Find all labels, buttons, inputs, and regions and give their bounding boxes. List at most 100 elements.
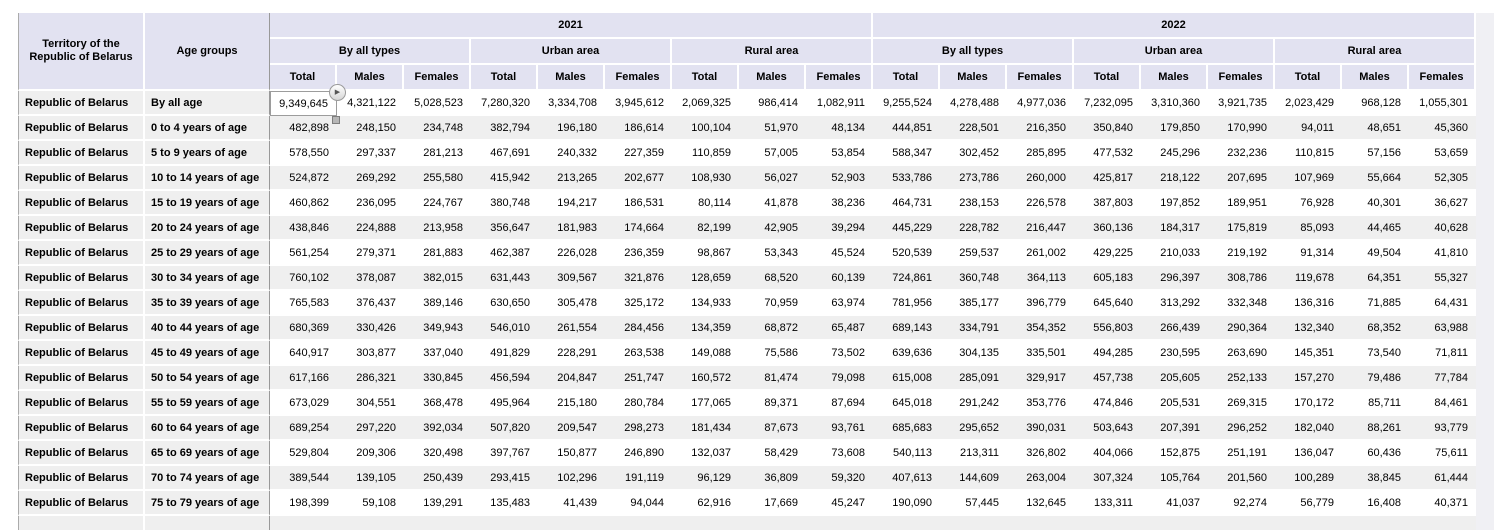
data-cell[interactable]: 186,614: [605, 116, 672, 141]
data-cell[interactable]: 76,928: [1275, 191, 1342, 216]
data-cell[interactable]: 98,867: [672, 241, 739, 266]
data-cell[interactable]: 190,090: [873, 491, 940, 516]
data-cell[interactable]: 136,047: [1275, 441, 1342, 466]
data-cell[interactable]: 110,815: [1275, 141, 1342, 166]
data-cell[interactable]: 689,143: [873, 316, 940, 341]
data-cell[interactable]: 63,974: [806, 291, 873, 316]
data-cell[interactable]: 132,037: [672, 441, 739, 466]
data-cell[interactable]: [1208, 516, 1275, 530]
data-cell[interactable]: 65,487: [806, 316, 873, 341]
selection-fill-handle[interactable]: [332, 116, 340, 124]
data-cell[interactable]: 88,261: [1342, 416, 1409, 441]
data-cell[interactable]: 285,091: [940, 366, 1007, 391]
data-cell[interactable]: 760,102: [270, 266, 337, 291]
data-cell[interactable]: 588,347: [873, 141, 940, 166]
data-cell[interactable]: 337,040: [404, 341, 471, 366]
data-cell[interactable]: 48,651: [1342, 116, 1409, 141]
data-cell[interactable]: 149,088: [672, 341, 739, 366]
data-cell[interactable]: 56,779: [1275, 491, 1342, 516]
data-cell[interactable]: 578,550: [270, 141, 337, 166]
data-cell[interactable]: 215,180: [538, 391, 605, 416]
data-cell[interactable]: 62,916: [672, 491, 739, 516]
data-cell[interactable]: 474,846: [1074, 391, 1141, 416]
data-cell[interactable]: 53,659: [1409, 141, 1476, 166]
data-cell[interactable]: 968,128: [1342, 91, 1409, 116]
data-cell[interactable]: 617,166: [270, 366, 337, 391]
data-cell[interactable]: 533,786: [873, 166, 940, 191]
data-cell[interactable]: 302,452: [940, 141, 1007, 166]
data-cell[interactable]: 61,444: [1409, 466, 1476, 491]
data-cell[interactable]: 5,028,523: [404, 91, 471, 116]
data-cell[interactable]: 175,819: [1208, 216, 1275, 241]
data-cell[interactable]: 507,820: [471, 416, 538, 441]
data-cell[interactable]: 1,055,301: [1409, 91, 1476, 116]
data-cell[interactable]: 255,580: [404, 166, 471, 191]
data-cell[interactable]: 216,350: [1007, 116, 1074, 141]
data-cell[interactable]: 293,415: [471, 466, 538, 491]
data-cell[interactable]: 304,551: [337, 391, 404, 416]
data-cell[interactable]: 68,872: [739, 316, 806, 341]
data-cell[interactable]: 7,280,320: [471, 91, 538, 116]
data-cell[interactable]: 397,767: [471, 441, 538, 466]
data-cell[interactable]: 75,611: [1409, 441, 1476, 466]
data-cell[interactable]: 213,311: [940, 441, 1007, 466]
data-cell[interactable]: 250,439: [404, 466, 471, 491]
data-cell[interactable]: 251,747: [605, 366, 672, 391]
data-cell[interactable]: [1409, 516, 1476, 530]
data-cell[interactable]: 119,678: [1275, 266, 1342, 291]
data-cell[interactable]: 234,748: [404, 116, 471, 141]
data-cell[interactable]: 503,643: [1074, 416, 1141, 441]
data-cell[interactable]: 520,539: [873, 241, 940, 266]
data-cell[interactable]: 251,191: [1208, 441, 1275, 466]
data-cell[interactable]: 529,804: [270, 441, 337, 466]
data-cell[interactable]: 45,247: [806, 491, 873, 516]
data-cell[interactable]: 407,613: [873, 466, 940, 491]
data-cell[interactable]: 296,397: [1141, 266, 1208, 291]
data-cell[interactable]: 100,289: [1275, 466, 1342, 491]
data-cell[interactable]: 60,436: [1342, 441, 1409, 466]
data-cell[interactable]: 354,352: [1007, 316, 1074, 341]
data-cell[interactable]: 49,504: [1342, 241, 1409, 266]
data-cell[interactable]: 94,011: [1275, 116, 1342, 141]
data-cell[interactable]: 207,695: [1208, 166, 1275, 191]
data-cell[interactable]: 205,531: [1141, 391, 1208, 416]
data-cell[interactable]: 491,829: [471, 341, 538, 366]
data-cell[interactable]: 102,296: [538, 466, 605, 491]
data-cell[interactable]: 181,434: [672, 416, 739, 441]
data-cell[interactable]: [1074, 516, 1141, 530]
data-cell[interactable]: 360,136: [1074, 216, 1141, 241]
data-cell[interactable]: 219,192: [1208, 241, 1275, 266]
data-cell[interactable]: 52,305: [1409, 166, 1476, 191]
data-cell[interactable]: 100,104: [672, 116, 739, 141]
data-cell[interactable]: 285,895: [1007, 141, 1074, 166]
data-cell[interactable]: 680,369: [270, 316, 337, 341]
data-cell[interactable]: 232,236: [1208, 141, 1275, 166]
data-cell[interactable]: 41,878: [739, 191, 806, 216]
data-cell[interactable]: 4,321,122: [337, 91, 404, 116]
data-cell[interactable]: 75,586: [739, 341, 806, 366]
data-cell[interactable]: 79,098: [806, 366, 873, 391]
data-cell[interactable]: 1,082,911: [806, 91, 873, 116]
data-cell[interactable]: 524,872: [270, 166, 337, 191]
data-cell[interactable]: 376,437: [337, 291, 404, 316]
data-cell[interactable]: 177,065: [672, 391, 739, 416]
data-cell[interactable]: 57,156: [1342, 141, 1409, 166]
data-cell[interactable]: 73,608: [806, 441, 873, 466]
data-cell[interactable]: 425,817: [1074, 166, 1141, 191]
data-cell[interactable]: 45,360: [1409, 116, 1476, 141]
data-cell[interactable]: 280,784: [605, 391, 672, 416]
data-cell[interactable]: 55,327: [1409, 266, 1476, 291]
data-cell[interactable]: 196,180: [538, 116, 605, 141]
data-cell[interactable]: 444,851: [873, 116, 940, 141]
data-cell[interactable]: 313,292: [1141, 291, 1208, 316]
data-cell[interactable]: 335,501: [1007, 341, 1074, 366]
data-cell[interactable]: 63,988: [1409, 316, 1476, 341]
data-cell[interactable]: [806, 516, 873, 530]
data-cell[interactable]: [538, 516, 605, 530]
data-cell[interactable]: 781,956: [873, 291, 940, 316]
data-cell[interactable]: 404,066: [1074, 441, 1141, 466]
data-cell[interactable]: 261,002: [1007, 241, 1074, 266]
data-cell[interactable]: 279,371: [337, 241, 404, 266]
data-cell[interactable]: 170,172: [1275, 391, 1342, 416]
data-cell[interactable]: 57,005: [739, 141, 806, 166]
